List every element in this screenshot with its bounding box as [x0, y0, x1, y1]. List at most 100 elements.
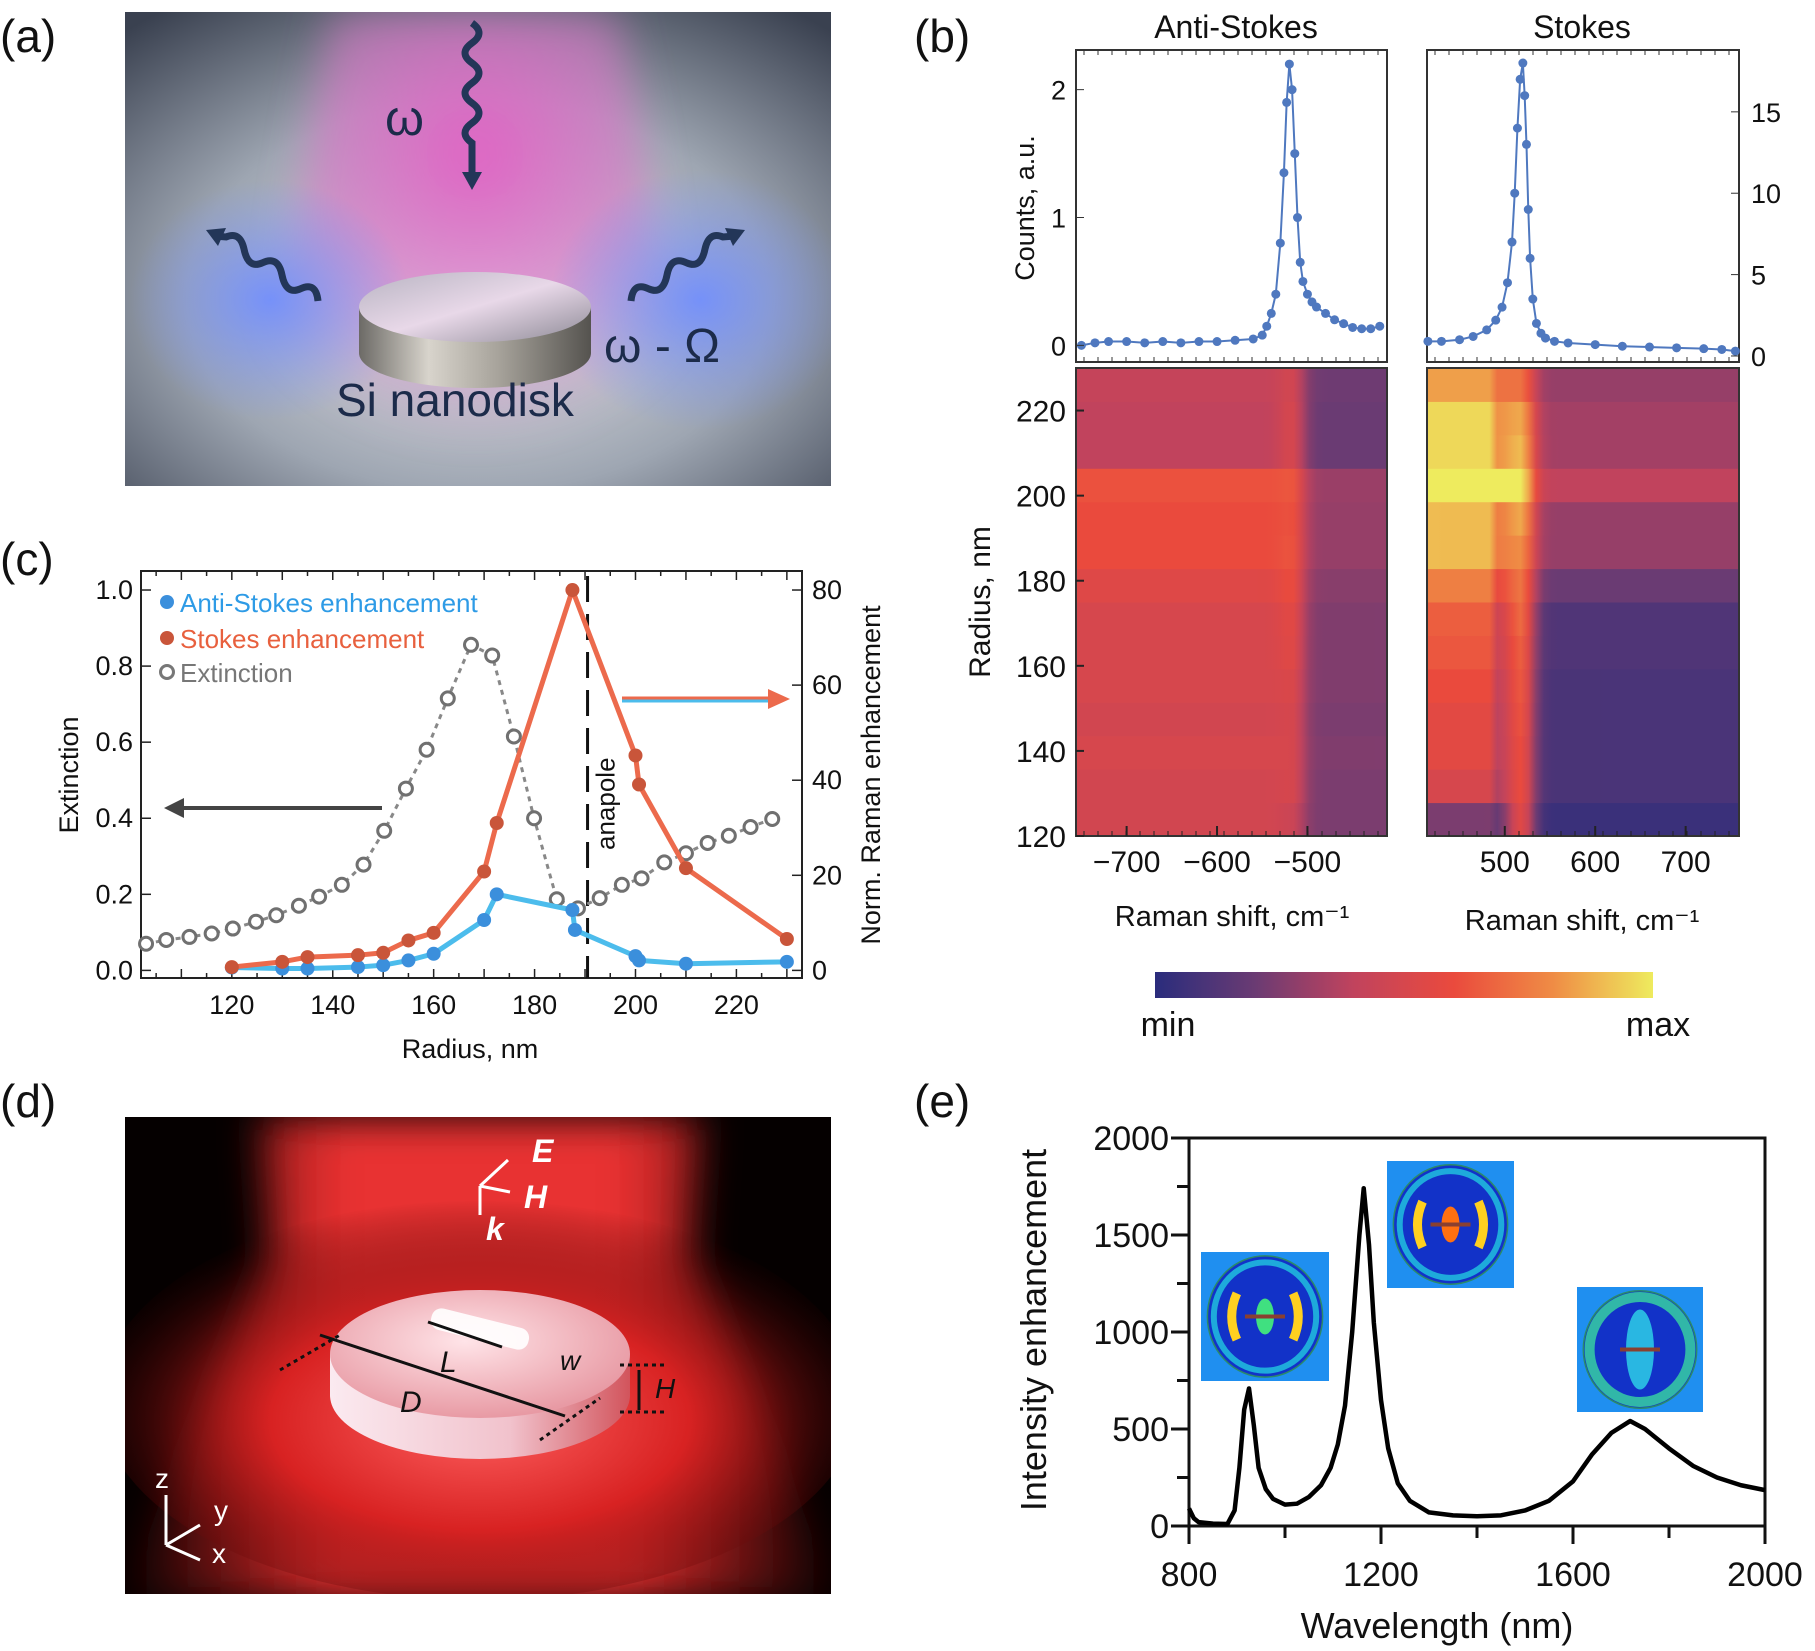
e-x-tick-label: 1600 — [1535, 1556, 1611, 1594]
left-axis-arrow — [164, 798, 382, 818]
anti-stokes-point — [376, 958, 391, 973]
y-axis-label: y — [214, 1495, 228, 1526]
stokes-point — [489, 815, 504, 830]
anti-stokes-spectrum-point — [1330, 315, 1340, 325]
extinction-point — [268, 907, 285, 924]
inset-hotspot — [1227, 1291, 1242, 1342]
anti-stokes-spectrum-point — [1122, 337, 1132, 347]
anti-stokes-point — [489, 887, 504, 902]
anti-stokes-x-axis-label: Raman shift, cm⁻¹ — [1115, 901, 1350, 933]
anti-stokes-spectrum-point — [1348, 322, 1358, 332]
c-x-tick-label: 220 — [714, 990, 759, 1020]
stokes-arrowhead — [725, 228, 745, 246]
stokes-heatmap-row — [1427, 769, 1739, 804]
c-left-y-axis-label: Extinction — [54, 716, 84, 833]
extinction-point — [591, 890, 608, 907]
stokes-point — [632, 777, 647, 792]
extinction-point — [355, 856, 372, 873]
inset-field-map-925nm — [1201, 1252, 1329, 1381]
extinction-point — [397, 780, 414, 797]
stokes-spectrum-point — [1540, 333, 1550, 343]
stokes-counts-tick-label: 15 — [1751, 98, 1781, 128]
extinction-point — [181, 928, 198, 945]
stokes-heatmap-row — [1427, 434, 1739, 469]
extinction-point — [333, 876, 350, 893]
slot — [430, 1308, 530, 1350]
c-right-y-axis-label: Norm. Raman enhancement — [856, 605, 886, 945]
panel-label-d: (d) — [0, 1075, 56, 1127]
anti-stokes-heatmap-row — [1076, 668, 1387, 703]
anti-stokes-spectrum-point — [1290, 149, 1300, 159]
anti-stokes-point — [350, 960, 365, 975]
stokes-point — [477, 864, 492, 879]
e-field-label: E — [532, 1133, 555, 1169]
extinction-point — [613, 876, 630, 893]
c-y-tick-label: 0.6 — [95, 727, 133, 757]
legend-anti-stokes: Anti-Stokes enhancement — [180, 588, 479, 618]
stokes-heatmap-x-tick-label: 500 — [1480, 846, 1530, 879]
anti-stokes-heatmap-x-tick-label: −600 — [1183, 846, 1251, 879]
anti-stokes-heatmap-row — [1076, 802, 1387, 837]
stokes-heatmap-row — [1427, 468, 1739, 503]
stokes-point — [628, 748, 643, 763]
stokes-heatmap-frame — [1426, 367, 1740, 837]
extinction-point — [462, 636, 479, 653]
anti-stokes-heatmap-row — [1076, 434, 1387, 469]
stokes-heatmap-row — [1427, 735, 1739, 770]
c-right-y-tick-label: 60 — [812, 670, 842, 700]
intensity-enhancement-line — [1186, 1185, 1766, 1527]
extinction-point — [418, 741, 435, 758]
anti-stokes-spectrum-point — [1257, 330, 1267, 340]
colorbar-max-label: max — [1626, 1006, 1690, 1044]
anti-stokes-spectrum-point — [1292, 213, 1302, 223]
scattered-frequency-label: ω - Ω — [604, 320, 720, 373]
anti-stokes-point — [678, 956, 693, 971]
legend-extinction: Extinction — [180, 658, 293, 688]
counts-axis-label: Counts, a.u. — [1010, 135, 1040, 281]
stokes-spectrum-point — [1436, 336, 1446, 346]
field-axes — [478, 1158, 511, 1215]
anapole-label: anapole — [591, 757, 621, 850]
diameter-line — [319, 1333, 566, 1418]
stokes-point — [779, 932, 794, 947]
anti-stokes-title: Anti-Stokes — [1154, 9, 1318, 45]
extinction-point — [764, 811, 781, 828]
stokes-spectrum-point — [1672, 343, 1682, 353]
extinction-point — [633, 870, 650, 887]
c-right-y-tick-label: 40 — [812, 765, 842, 795]
length-line — [427, 1320, 503, 1349]
anti-stokes-spectrum-point — [1311, 302, 1321, 312]
stokes-heatmap-row — [1427, 702, 1739, 737]
extinction-point — [224, 920, 241, 937]
stokes-spectrum-point — [1468, 331, 1478, 341]
stokes-point — [300, 950, 315, 965]
anti-stokes-heatmap-x-tick-label: −700 — [1093, 846, 1161, 879]
anti-stokes-point — [426, 946, 441, 961]
stokes-point — [426, 925, 441, 940]
anti-stokes-point — [567, 922, 582, 937]
inset-field-ring — [1396, 1168, 1505, 1281]
radius-tick-label: 180 — [1016, 566, 1066, 599]
e-y-tick-label: 2000 — [1093, 1120, 1169, 1158]
anti-stokes-spectrum-point — [1248, 334, 1258, 344]
stokes-spectrum-point — [1717, 344, 1727, 354]
anti-stokes-spectrum-point — [1158, 337, 1168, 347]
anti-stokes-spectrum-point — [1357, 324, 1367, 334]
anti-stokes-spectrum-point — [1321, 308, 1331, 318]
stokes-spectrum-point — [1617, 341, 1627, 351]
anti-stokes-spectrum-line — [1081, 63, 1381, 347]
anti-stokes-point — [401, 953, 416, 968]
anti-stokes-spectrum-point — [1366, 324, 1376, 334]
c-x-tick-label: 200 — [613, 990, 658, 1020]
extinction-point — [526, 810, 543, 827]
width-label: w — [560, 1345, 582, 1376]
stokes-spectrum-point — [1563, 338, 1573, 348]
anti-stokes-spectrum-point — [1339, 319, 1349, 329]
diameter-label: D — [400, 1386, 422, 1419]
si-nanodisk — [359, 272, 591, 388]
stokes-spectrum-point — [1482, 325, 1492, 335]
extinction-point — [742, 818, 759, 835]
